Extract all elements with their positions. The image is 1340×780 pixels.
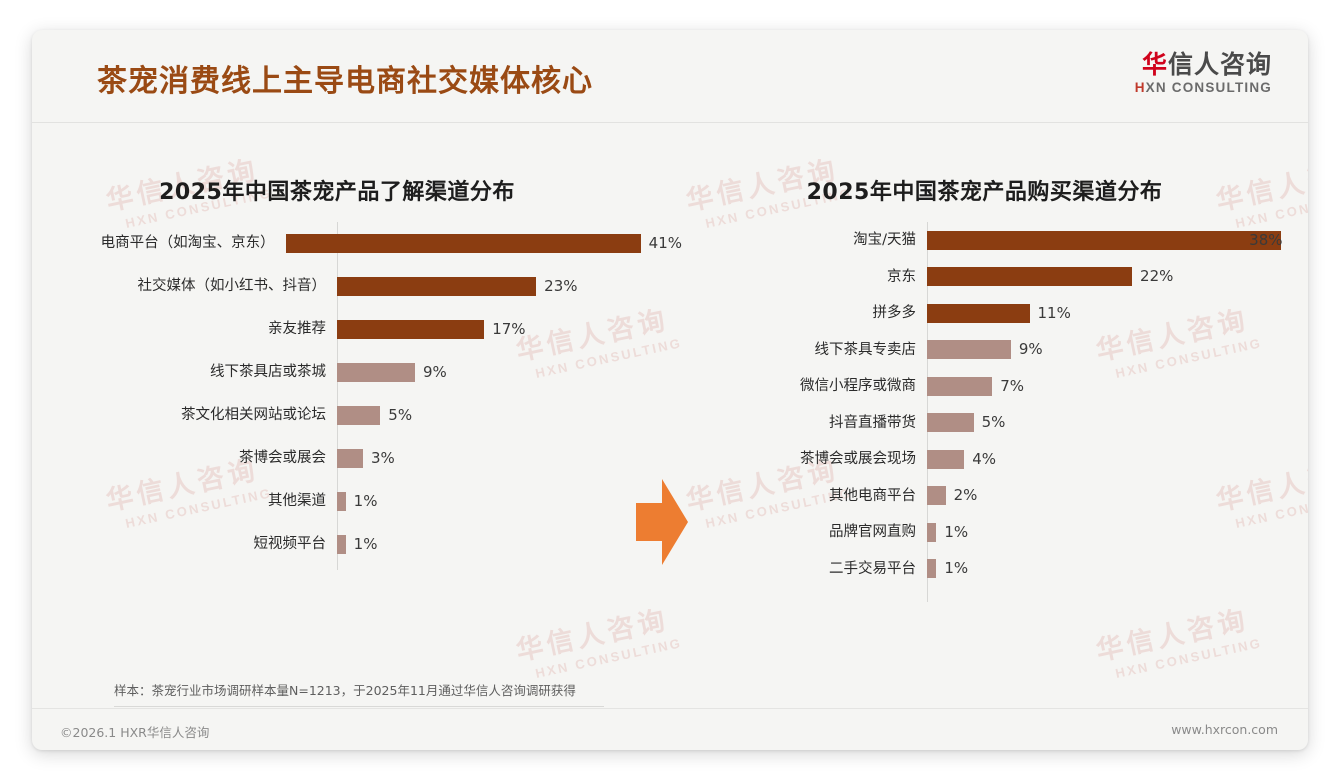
bar-category-label: 亲友推荐	[268, 321, 326, 338]
bar-category-label: 二手交易平台	[829, 560, 916, 577]
charts-area: 2025年中国茶宠产品了解渠道分布 电商平台（如淘宝、京东） 41% 社交媒体（如小…	[32, 122, 1308, 682]
chart-bar-row: 其他渠道 1%	[62, 480, 682, 523]
bar-category-label: 京东	[887, 268, 916, 285]
logo-chinese-text: 华信人咨询	[1135, 52, 1272, 78]
bar-value-label: 17%	[492, 320, 526, 338]
bar-value-label: 1%	[944, 559, 969, 578]
chart-bar-row: 微信小程序或微商 7%	[692, 368, 1297, 405]
chart-bar-row: 京东 22%	[692, 259, 1297, 296]
chart-bar-row: 茶文化相关网站或论坛 5%	[62, 394, 682, 437]
chart-bar-row: 品牌官网直购 1%	[692, 514, 1297, 551]
chart-bar-row: 拼多多 11%	[692, 295, 1297, 332]
bar-value-label: 4%	[972, 449, 997, 468]
slide-footer: ©2026.1 HXR华信人咨询 www.hxrcon.com	[32, 708, 1308, 750]
page-title: 茶宠消费线上主导电商社交媒体核心	[97, 64, 593, 99]
bar-segment	[337, 320, 485, 339]
bar-segment	[927, 340, 1011, 360]
sample-footnote: 样本：茶宠行业市场调研样本量N=1213，于2025年11月通过华信人咨询调研获…	[114, 680, 604, 707]
bar-segment	[337, 535, 346, 554]
bar-segment	[337, 492, 346, 511]
bar-segment	[337, 277, 537, 296]
bar-value-label: 22%	[1140, 267, 1174, 286]
chart-axis-line-purchase	[927, 222, 928, 602]
bar-segment	[927, 559, 937, 579]
bar-segment	[927, 522, 937, 542]
chart-bar-row: 淘宝/天猫 38%	[692, 222, 1297, 259]
bar-value-label: 1%	[944, 522, 969, 541]
chart-bar-row: 短视频平台 1%	[62, 523, 682, 566]
bar-segment	[927, 376, 993, 396]
chart-panel-purchase: 2025年中国茶宠产品购买渠道分布 淘宝/天猫 38% 京东 22% 拼多多 11% 线下茶…	[692, 122, 1297, 682]
chart-bar-row: 茶博会或展会现场 4%	[692, 441, 1297, 478]
chart-bar-row: 其他电商平台 2%	[692, 478, 1297, 515]
bar-value-label: 2%	[953, 486, 978, 505]
bar-segment	[927, 230, 1282, 250]
chart-bar-row: 线下茶具店或茶城 9%	[62, 351, 682, 394]
header-divider	[32, 122, 1308, 123]
bar-value-label: 1%	[353, 492, 378, 510]
bar-value-label: 1%	[353, 535, 378, 553]
slide-card: 华信人咨询 HXN CONSULTING 华信人咨询 HXN CONSULTING 华信…	[32, 30, 1308, 750]
bar-category-label: 微信小程序或微商	[800, 378, 916, 394]
bar-value-label: 5%	[388, 406, 413, 424]
bar-value-label: 38%	[1249, 230, 1283, 249]
chart-bar-row: 茶博会或展会 3%	[62, 437, 682, 480]
chart-bar-row: 二手交易平台 1%	[692, 551, 1297, 588]
bar-category-label: 品牌官网直购	[829, 524, 916, 540]
bar-value-label: 7%	[1000, 376, 1025, 395]
bar-value-label: 5%	[981, 413, 1006, 432]
bar-category-label: 社交媒体（如小红书、抖音）	[137, 278, 327, 295]
logo-english-accent: H	[1134, 80, 1146, 96]
slide-header: 茶宠消费线上主导电商社交媒体核心 华信人咨询 HXN CONSULTING	[32, 30, 1308, 122]
bar-category-label: 短视频平台	[253, 536, 327, 553]
bar-category-label: 其他电商平台	[829, 487, 916, 504]
bar-segment	[337, 363, 415, 382]
chart-bar-row: 亲友推荐 17%	[62, 308, 682, 351]
chart-title-purchase: 2025年中国茶宠产品购买渠道分布	[806, 180, 1163, 205]
bar-segment	[927, 413, 974, 433]
bar-category-label: 其他渠道	[268, 493, 326, 510]
chart-bar-row: 社交媒体（如小红书、抖音） 23%	[62, 265, 682, 308]
bar-segment	[927, 486, 946, 506]
bar-segment	[927, 267, 1133, 287]
bar-segment	[285, 234, 641, 253]
bar-category-label: 拼多多	[872, 305, 917, 321]
bar-value-label: 23%	[544, 277, 578, 295]
bar-segment	[337, 449, 363, 468]
chart-bar-row: 抖音直播带货 5%	[692, 405, 1297, 442]
bar-segment	[927, 449, 965, 469]
bar-value-label: 11%	[1037, 303, 1071, 322]
bar-category-label: 茶博会或展会	[239, 450, 326, 467]
bar-category-label: 淘宝/天猫	[853, 232, 916, 248]
bar-category-label: 电商平台（如淘宝、京东）	[100, 235, 275, 252]
logo-accent-char: 华	[1141, 51, 1168, 79]
arrow-right-icon	[636, 479, 688, 565]
transition-arrow-icon	[632, 477, 692, 567]
bar-category-label: 茶博会或展会现场	[800, 451, 916, 467]
bar-value-label: 9%	[422, 363, 447, 381]
logo-english-text: HXN CONSULTING	[1135, 80, 1272, 95]
bar-category-label: 线下茶具专卖店	[814, 341, 917, 358]
chart-bar-row: 电商平台（如淘宝、京东） 41%	[62, 222, 682, 265]
bar-value-label: 3%	[370, 449, 395, 467]
bar-category-label: 抖音直播带货	[829, 414, 916, 431]
bar-segment	[337, 406, 381, 425]
logo-chinese-rest: 信人咨询	[1167, 51, 1272, 79]
footer-copyright: ©2026.1 HXR华信人咨询	[60, 725, 210, 740]
bar-value-label: 9%	[1018, 340, 1043, 359]
bar-category-label: 茶文化相关网站或论坛	[181, 407, 326, 424]
chart-bar-row: 线下茶具专卖店 9%	[692, 332, 1297, 369]
footer-website[interactable]: www.hxrcon.com	[1171, 722, 1278, 737]
bar-value-label: 41%	[648, 234, 682, 252]
bar-segment	[927, 303, 1030, 323]
logo-english-rest: XN CONSULTING	[1145, 80, 1272, 96]
chart-title-awareness: 2025年中国茶宠产品了解渠道分布	[159, 180, 515, 205]
chart-axis-line-awareness	[337, 222, 338, 570]
bar-category-label: 线下茶具店或茶城	[210, 364, 326, 381]
chart-panel-awareness: 2025年中国茶宠产品了解渠道分布 电商平台（如淘宝、京东） 41% 社交媒体（如小…	[62, 122, 682, 682]
company-logo: 华信人咨询 HXN CONSULTING	[1135, 52, 1272, 95]
